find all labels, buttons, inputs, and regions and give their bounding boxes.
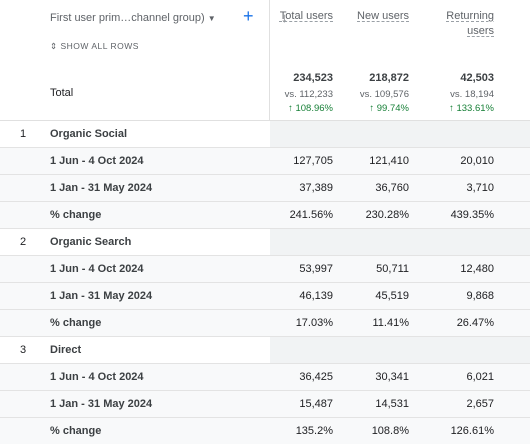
cell-value: 11.41% — [372, 317, 410, 329]
total-change: ↑ 108.96% — [243, 103, 333, 114]
cell-value: 37,389 — [299, 182, 333, 194]
cell-value: 15,487 — [299, 398, 333, 410]
row-label: 1 Jan - 31 May 2024 — [50, 290, 153, 302]
data-row: 1 Jan - 31 May 2024 37,389 36,760 3,710 — [0, 175, 530, 202]
data-row: 1 Jun - 4 Oct 2024 127,705 121,410 20,010 — [0, 148, 530, 175]
sort-arrow[interactable]: ↓ — [281, 10, 288, 25]
divider — [0, 120, 530, 121]
cell-value: 45,519 — [375, 290, 409, 302]
data-row: % change 241.56% 230.28% 439.35% — [0, 202, 530, 229]
row-label: 1 Jun - 4 Oct 2024 — [50, 155, 144, 167]
row-label: % change — [50, 425, 102, 437]
cell-value: 127,705 — [293, 155, 333, 167]
data-row: 1 Jan - 31 May 2024 46,139 45,519 9,868 — [0, 283, 530, 310]
column-header: Returning users — [446, 10, 494, 37]
data-row: 1 Jun - 4 Oct 2024 53,997 50,711 12,480 — [0, 256, 530, 283]
row-index: 2 — [20, 236, 27, 248]
cell-value: 135.2% — [295, 425, 333, 437]
total-change: ↑ 133.61% — [404, 103, 494, 114]
group-name: Organic Social — [50, 128, 128, 140]
total-compare: vs. 109,576 — [359, 89, 409, 100]
total-value: 218,872 — [369, 72, 409, 84]
change-value: 133.61% — [456, 103, 494, 114]
add-dimension[interactable]: + — [243, 6, 254, 26]
group-row: 1 Organic Social — [0, 121, 530, 148]
cell-value: 241.56% — [289, 209, 333, 221]
cell-value: 121,410 — [369, 155, 409, 167]
up-arrow: ↑ — [369, 103, 377, 114]
cell-value: 53,997 — [299, 263, 333, 275]
cell-value: 30,341 — [375, 371, 409, 383]
data-row: 1 Jun - 4 Oct 2024 36,425 30,341 6,021 — [0, 364, 530, 391]
dimension-label: First user prim…channel group) — [50, 12, 205, 24]
data-row: % change 135.2% 108.8% 126.61% — [0, 418, 530, 444]
group-row: 2 Organic Search — [0, 229, 530, 256]
cell-value: 14,531 — [375, 398, 409, 410]
show-all-rows[interactable]: ⇕ SHOW ALL ROWS — [50, 41, 139, 51]
up-arrow: ↑ — [449, 103, 457, 114]
total-compare: vs. 18,194 — [450, 89, 494, 100]
row-index: 1 — [20, 128, 27, 140]
row-index: 3 — [20, 344, 27, 356]
cell-value: 2,657 — [466, 398, 494, 410]
row-label: 1 Jun - 4 Oct 2024 — [50, 263, 144, 275]
dimension-selector[interactable]: First user prim…channel group) ▼ — [50, 12, 216, 24]
cell-value: 46,139 — [299, 290, 333, 302]
data-row: 1 Jan - 31 May 2024 15,487 14,531 2,657 — [0, 391, 530, 418]
group-name: Direct — [50, 344, 82, 356]
cell-value: 108.8% — [371, 425, 409, 437]
cell-value: 126.61% — [450, 425, 494, 437]
total-value: 42,503 — [460, 72, 494, 84]
cell-value: 439.35% — [450, 209, 494, 221]
show-all-label: SHOW ALL ROWS — [60, 41, 139, 51]
total-label: Total — [50, 87, 74, 99]
cell-value: 230.28% — [365, 209, 409, 221]
cell-value: 36,760 — [375, 182, 409, 194]
group-name: Organic Search — [50, 236, 132, 248]
cell-value: 9,868 — [466, 290, 494, 302]
row-label: 1 Jun - 4 Oct 2024 — [50, 371, 144, 383]
row-label: % change — [50, 209, 102, 221]
cell-value: 20,010 — [460, 155, 494, 167]
cell-value: 26.47% — [456, 317, 494, 329]
change-value: 108.96% — [295, 103, 333, 114]
cell-value: 6,021 — [466, 371, 494, 383]
total-change: ↑ 99.74% — [319, 103, 409, 114]
cell-value: 36,425 — [299, 371, 333, 383]
group-row: 3 Direct — [0, 337, 530, 364]
cell-value: 50,711 — [376, 263, 409, 275]
change-value: 99.74% — [376, 103, 409, 114]
row-label: % change — [50, 317, 102, 329]
total-value: 234,523 — [293, 72, 333, 84]
cell-value: 17.03% — [295, 317, 333, 329]
up-arrow: ↑ — [288, 103, 296, 114]
cell-value: 12,480 — [460, 263, 494, 275]
column-header: Total users — [279, 10, 333, 22]
data-row: % change 17.03% 11.41% 26.47% — [0, 310, 530, 337]
column-header: New users — [357, 10, 409, 22]
row-label: 1 Jan - 31 May 2024 — [50, 182, 153, 194]
row-label: 1 Jan - 31 May 2024 — [50, 398, 153, 410]
total-compare: vs. 112,233 — [284, 89, 333, 100]
cell-value: 3,710 — [466, 182, 494, 194]
